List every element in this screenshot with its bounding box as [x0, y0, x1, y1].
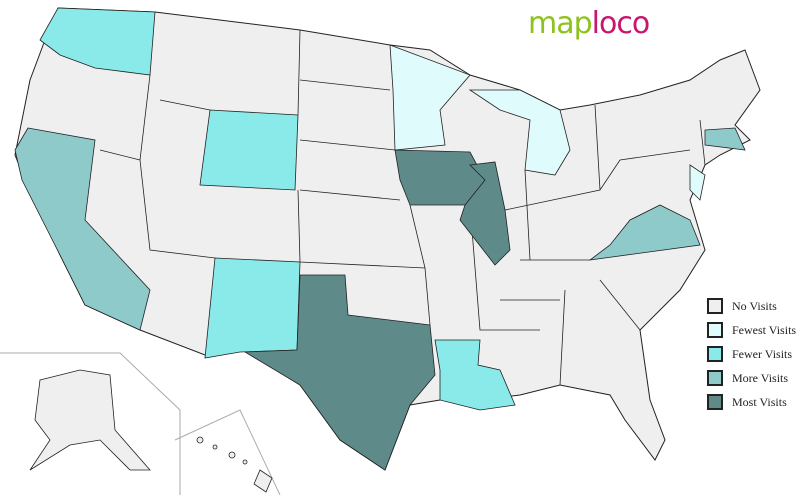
state-minnesota	[389, 44, 471, 151]
state-wyoming	[199, 109, 299, 191]
legend: No Visits Fewest Visits Fewer Visits Mor…	[707, 294, 796, 414]
state-illinois	[459, 161, 511, 266]
legend-item-fewer: Fewer Visits	[707, 342, 796, 366]
legend-item-most: Most Visits	[707, 390, 796, 414]
hawaii-inset	[196, 436, 273, 493]
state-michigan	[468, 89, 571, 176]
state-massachusetts	[704, 127, 746, 151]
legend-item-more: More Visits	[707, 366, 796, 390]
state-louisiana	[434, 339, 516, 411]
state-california	[14, 127, 151, 331]
swatch	[707, 370, 723, 386]
swatch	[707, 298, 723, 314]
state-new-jersey	[689, 164, 706, 201]
swatch	[707, 394, 723, 410]
inset-border	[0, 352, 281, 495]
state-virginia	[588, 204, 701, 261]
state-washington	[39, 7, 156, 76]
swatch	[707, 346, 723, 362]
legend-item-none: No Visits	[707, 294, 796, 318]
maploco-logo: maploco	[528, 6, 650, 41]
state-texas	[243, 274, 436, 471]
legend-item-fewest: Fewest Visits	[707, 318, 796, 342]
us-mainland	[14, 7, 761, 471]
state-new-mexico	[204, 257, 301, 359]
alaska-inset	[29, 369, 151, 471]
swatch	[707, 322, 723, 338]
